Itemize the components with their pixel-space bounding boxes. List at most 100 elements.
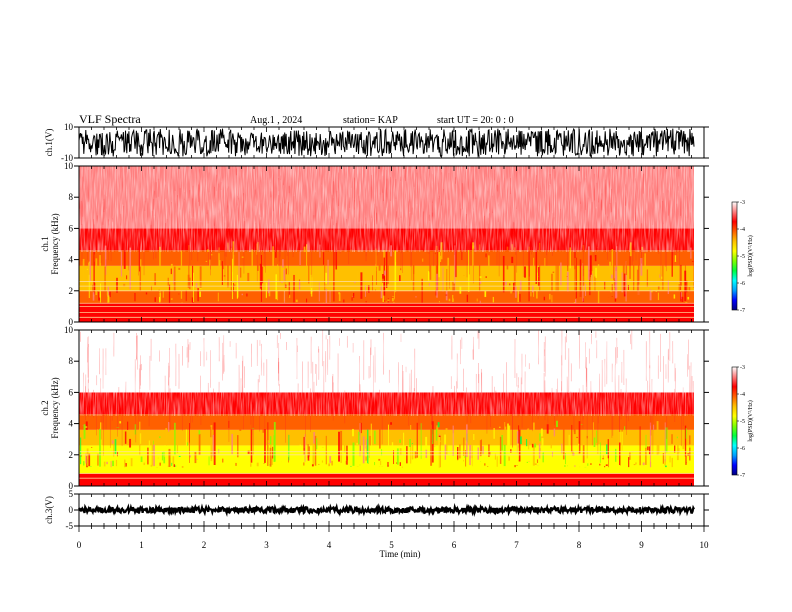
ch2-spectrogram-speckle: [431, 413, 432, 425]
ch1-spectrogram-streak: [509, 283, 511, 286]
ch2-spectrogram-streak: [247, 450, 250, 454]
ch2-spectrogram-streak: [110, 461, 112, 468]
ch1-waveform-ytick-label: -10: [61, 153, 73, 163]
ch2-spectrogram-streak: [352, 428, 354, 437]
ch2-spectrogram-streak: [518, 429, 521, 462]
ch2-spectrogram-streak: [99, 428, 101, 467]
ch1-spectrogram-streak: [213, 284, 215, 291]
ch1-spectrogram-streak: [140, 259, 142, 267]
ch1-spectrogram-streak: [283, 269, 286, 281]
ch1-spectrogram-streak: [688, 287, 691, 294]
ch2-spectrogram-streak: [304, 434, 306, 462]
ch1-spectrogram-streak: [333, 247, 335, 302]
ch1-spectrogram-streak: [594, 276, 596, 303]
ch1-spectrogram-streak: [367, 285, 370, 293]
ch2-spectrogram-streak: [129, 438, 132, 448]
ch1-spectrogram-streak: [627, 284, 629, 290]
ch1-spectrogram-streak: [623, 273, 626, 297]
ch2-spectrogram-streak: [528, 428, 530, 450]
ch2-spectrogram-streak: [186, 442, 188, 446]
ch2-spectrogram-streak: [531, 443, 534, 448]
ch2-spectrogram-streak: [171, 462, 173, 466]
ch2-spectrogram-streak: [578, 443, 580, 453]
ch1-spectrogram-streak: [241, 293, 244, 296]
ch2-spectrogram-streak: [189, 423, 190, 444]
ch1-spectrogram-speckle: [279, 247, 281, 283]
ch1-spectrogram-streak: [384, 300, 386, 302]
ch2-spectrogram-streak: [134, 424, 137, 435]
ch1-spectrogram-streak: [445, 294, 448, 296]
ch1-spectrogram-streak: [181, 302, 183, 304]
ch1-spectrogram-streak: [536, 280, 538, 299]
ch1-spectrogram-streak: [517, 287, 520, 303]
ch2-spectrogram-streak: [213, 422, 216, 466]
ch1-spectrogram-streak: [266, 301, 268, 303]
ch2-spectrogram-ytick-label: 10: [64, 325, 74, 335]
ch2-spectrogram-streak: [174, 465, 177, 467]
ch2-spectrogram-streak: [222, 458, 224, 463]
ch2-spectrogram-streak: [356, 442, 358, 445]
ch1-spectrogram-streak: [680, 264, 682, 286]
ch1-spectrogram-streak: [311, 273, 314, 278]
ch2-spectrogram-streak: [157, 457, 159, 459]
ch1-spectrogram-streak: [597, 264, 600, 304]
ch1-spectrogram-streak: [551, 295, 553, 303]
ch2-spectrogram-streak: [117, 451, 118, 457]
ch2-spectrogram-streak: [311, 464, 314, 467]
ch1-spectrogram-streak: [191, 297, 194, 303]
ch1-spectrogram-streak: [470, 268, 472, 284]
ch1-spectrogram-streak: [158, 289, 160, 291]
ch2-spectrogram-streak: [629, 452, 631, 460]
ch2-spectrogram-speckle: [512, 404, 513, 449]
ch1-spectrogram-streak: [123, 283, 126, 287]
ch2-spectrogram-streak: [350, 465, 352, 467]
ch1-spectrogram-speckle: [582, 240, 584, 277]
ch2-spectrogram-streak: [444, 434, 446, 454]
ch2-spectrogram-streak: [389, 451, 391, 460]
ch1-spectrogram-streak: [680, 286, 682, 291]
ch1-spectrogram-streak: [633, 263, 635, 291]
ch1-spectrogram-ytick-label: 0: [69, 317, 74, 327]
ch1-spectrogram-streak: [660, 251, 663, 255]
ch1-spectrogram-streak: [238, 251, 240, 289]
ch1-spectrogram-streak: [574, 257, 577, 292]
ch2-spectrogram-speckle: [666, 411, 668, 439]
ch1-spectrogram-streak: [681, 296, 684, 302]
ch1-spectrogram-streak: [92, 292, 95, 301]
ch1-spectrogram-streak: [613, 252, 615, 281]
ch1-spectrogram-streak: [288, 282, 290, 297]
ch2-spectrogram-streak: [656, 421, 659, 456]
ch2-spectrogram-streak: [368, 444, 370, 458]
ch2-spectrogram-speckle: [586, 415, 588, 459]
ch2-spectrogram-streak: [669, 456, 671, 463]
ch2-spectrogram-streak: [237, 435, 239, 458]
ch1-spectrogram-streak: [448, 298, 451, 302]
ch2-spectrogram-streak: [550, 438, 552, 449]
ch1-spectrogram-streak: [636, 269, 639, 300]
ch1-spectrogram-streak: [405, 291, 408, 296]
ch2-spectrogram-streak: [153, 444, 155, 467]
ch2-spectrogram-streak: [127, 421, 129, 430]
ch2-spectrogram-streak: [586, 435, 588, 439]
ch1-spectrogram-streak: [478, 244, 481, 303]
ch2-spectrogram-streak: [103, 461, 106, 467]
ch2-spectrogram-streak: [269, 447, 272, 467]
ch2-spectrogram-streak: [439, 440, 442, 442]
ch2-spectrogram-streak: [649, 422, 652, 468]
ch2-spectrogram-streak: [639, 426, 641, 466]
ch1-spectrogram-streak: [151, 285, 152, 301]
ch2-spectrogram-streak: [174, 422, 176, 456]
ch2-spectrogram-streak: [494, 453, 496, 460]
ch2-spectrogram-streak: [269, 436, 272, 445]
ch1-spectrogram-streak: [428, 283, 431, 286]
ch1-spectrogram-streak: [247, 272, 250, 282]
ch1-spectrogram-streak: [625, 300, 628, 303]
ch2-spectrogram-streak: [682, 433, 685, 450]
ch1-spectrogram-streak: [591, 273, 593, 286]
ch2-spectrogram-streak: [516, 431, 519, 454]
ch1-spectrogram-streak: [594, 254, 597, 262]
ch2-spectrogram-speckle: [381, 405, 383, 445]
ch2-spectrogram-speckle: [138, 408, 140, 429]
ch1-spectrogram-streak: [134, 292, 136, 302]
colorbar-tick-label: -3: [740, 200, 745, 206]
